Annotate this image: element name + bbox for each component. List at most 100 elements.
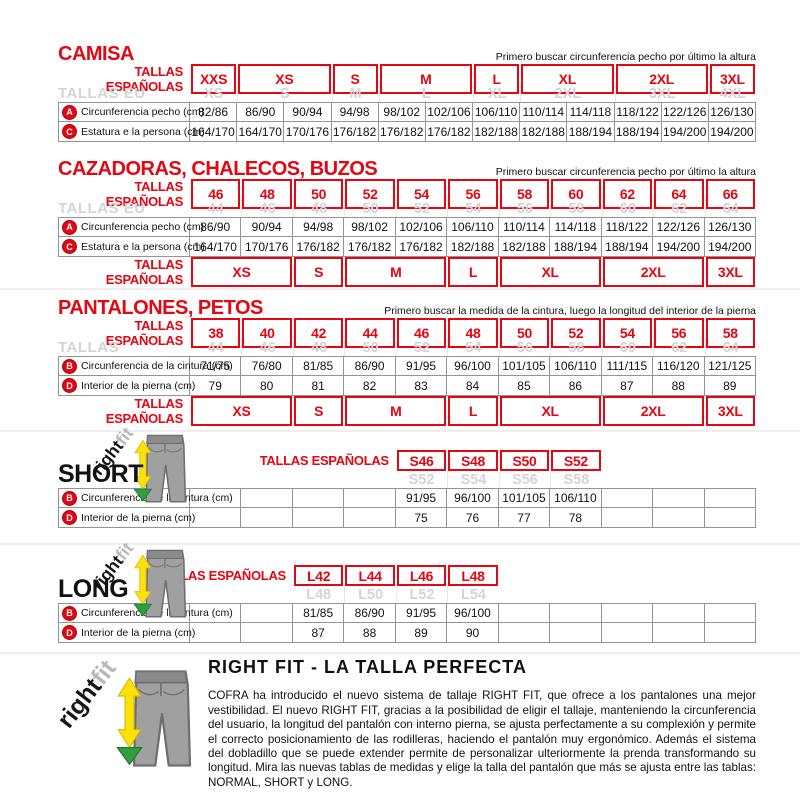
size-box: S — [293, 396, 344, 426]
value-cell: 87 — [601, 376, 654, 396]
value-cell: 188/194 — [567, 122, 615, 142]
empty-cell — [241, 508, 293, 528]
eu-size: L50 — [344, 586, 395, 603]
value-cell: 164/170 — [237, 122, 285, 142]
measure-label-text: Interior de la pierna (cm) — [81, 379, 196, 392]
measure-label-text: Circunferencia de la cintura (cm) — [81, 360, 233, 372]
size-box: 2XL — [615, 64, 708, 94]
size-box: 2XL — [602, 396, 704, 426]
measure-badge: D — [62, 625, 77, 640]
value-cell: 102/106 — [395, 217, 448, 237]
section-divider — [0, 652, 800, 654]
section-title: CAZADORAS, CHALECOS, BUZOS — [58, 158, 378, 180]
size-box: L48 — [448, 565, 498, 586]
value-cell: 106/110 — [447, 217, 499, 237]
value-cell: 88 — [653, 376, 705, 396]
empty-cell — [498, 623, 551, 643]
value-cell: 106/110 — [550, 488, 602, 508]
section-divider — [0, 288, 800, 290]
eu-size: L — [378, 85, 473, 102]
empty-cell — [550, 603, 602, 623]
value-cell: 89 — [395, 623, 448, 643]
eu-sizes-row: TALLAS 44 46 48 50 52 54 56 58 60 62 64 — [58, 339, 756, 356]
rightfit-title: RIGHT FIT - LA TALLA PERFECTA — [208, 657, 527, 677]
measure-label-text: Estatura e la persona (cm) — [81, 125, 205, 138]
pants-icon — [145, 549, 187, 618]
section-long: rightfit LONG TALLAS ESPAÑOLAS L42 L44 L… — [58, 541, 756, 643]
value-cell: 85 — [498, 376, 551, 396]
size-box: L — [448, 396, 498, 426]
value-cell: 88 — [344, 623, 396, 643]
value-cell: 91/95 — [395, 488, 448, 508]
eu-size: L54 — [447, 586, 498, 603]
value-cell: 81/85 — [292, 603, 345, 623]
value-cell: 91/95 — [395, 356, 448, 376]
eu-size: 64 — [704, 339, 756, 356]
measure-row-inseam: D Interior de la pierna (cm) 87 88 89 90 — [58, 623, 756, 643]
empty-cell — [292, 508, 345, 528]
value-cell: 90/94 — [284, 102, 332, 122]
size-box: 42 — [293, 318, 344, 348]
eu-size: 4XL — [708, 85, 756, 102]
size-box: XS — [191, 257, 292, 287]
section-header: PANTALONES, PETOS Primero buscar la medi… — [58, 296, 756, 318]
spanish-sizes-row: TALLAS ESPAÑOLAS L42 L44 L46 L48 — [58, 565, 756, 586]
size-box: 50 — [293, 179, 344, 209]
size-box: XXS — [191, 64, 237, 94]
measure-row-waist: B Circunferencia de la cintura (cm) 91/9… — [58, 488, 756, 508]
size-box: L44 — [345, 565, 395, 586]
empty-cell — [241, 488, 293, 508]
fit-table-name: SHORT — [58, 460, 144, 488]
measure-label: C Estatura e la persona (cm) — [58, 122, 205, 142]
fit-table-name: LONG — [58, 575, 129, 603]
value-cell: 182/188 — [473, 122, 521, 142]
value-cell: 75 — [395, 508, 448, 528]
empty-cell — [241, 603, 293, 623]
eu-size: L48 — [306, 586, 332, 603]
value-cell: 76 — [447, 508, 499, 528]
empty-cell — [653, 488, 705, 508]
measure-badge: B — [62, 605, 77, 621]
value-cell: 106/110 — [550, 356, 602, 376]
size-box: L — [474, 64, 520, 94]
value-cell: 80 — [241, 376, 293, 396]
size-box: 48 — [448, 318, 498, 348]
size-box: XL — [521, 64, 614, 94]
measure-row-inseam: D Interior de la pierna (cm) 75 76 77 78 — [58, 508, 756, 528]
value-cell: 194/200 — [704, 237, 756, 257]
eu-size: XS — [203, 85, 224, 102]
value-cell: 83 — [395, 376, 448, 396]
measure-label: D Interior de la pierna (cm) — [58, 376, 195, 396]
value-cell: 94/98 — [331, 102, 379, 122]
eu-size: 44 — [207, 200, 224, 217]
section-pantalones: PANTALONES, PETOS Primero buscar la medi… — [58, 296, 756, 426]
value-cell: 111/115 — [601, 356, 654, 376]
eu-size: S56 — [498, 471, 550, 488]
size-box: L42 — [293, 565, 344, 586]
empty-cell — [704, 603, 756, 623]
value-cell: 182/188 — [520, 122, 568, 142]
value-cell: 176/182 — [292, 237, 345, 257]
size-box: M — [345, 396, 447, 426]
eu-size: 62 — [653, 339, 704, 356]
measure-row-height: C Estatura e la persona (cm) 164/170 170… — [58, 237, 756, 257]
value-cell: 86/90 — [190, 217, 242, 237]
fit-arrow-icon — [116, 677, 143, 766]
measure-label-text: Interior de la pierna (cm) — [81, 511, 196, 524]
eu-sizes-label: TALLAS — [58, 339, 120, 356]
spanish-sizes-label: TALLAS ESPAÑOLAS — [105, 257, 184, 287]
measure-label-text: Circunferencia pecho (cm) — [81, 221, 205, 233]
value-cell: 116/120 — [653, 356, 705, 376]
value-cell: 188/194 — [550, 237, 602, 257]
section-rightfit: rightfit RIGHT FIT - LA TALLA PERFECTA C… — [58, 657, 756, 802]
spanish-sizes-row: TALLAS ESPAÑOLAS XXS XS S M L XL 2XL 3XL — [58, 64, 756, 94]
size-box: 46 — [396, 318, 447, 348]
measure-badge: B — [62, 358, 77, 374]
size-box: S52 — [551, 450, 601, 471]
value-cell: 194/200 — [653, 237, 705, 257]
size-box: 60 — [551, 179, 601, 209]
eu-size: 54 — [447, 200, 498, 217]
section-short: rightfit SHORT TALLAS ESPAÑOLAS S46 S48 … — [58, 426, 756, 528]
eu-sizes-label: TALLAS EU — [58, 85, 146, 102]
empty-cell — [704, 508, 756, 528]
